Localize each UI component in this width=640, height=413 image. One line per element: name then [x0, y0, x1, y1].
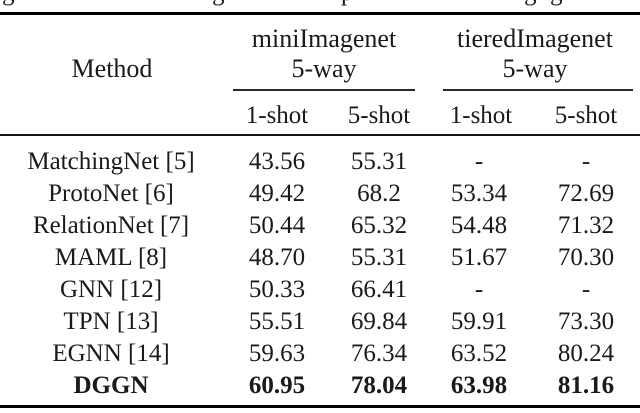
value-cell: 55.51: [248, 308, 306, 335]
column-header-tiered-1shot: 1-shot: [449, 102, 513, 129]
caption-glyph-fragment: g: [212, 0, 225, 5]
value-cell: 60.95: [248, 372, 306, 399]
caption-glyph-fragment: p: [341, 0, 354, 5]
value-cell: 80.24: [557, 340, 615, 367]
value-cell: 70.30: [557, 244, 615, 271]
caption-glyph-fragment: g: [550, 0, 563, 5]
table-top-rule: [0, 12, 640, 15]
method-cell: MatchingNet [5]: [27, 148, 195, 175]
value-cell: 50.33: [248, 276, 306, 303]
caption-glyph-fragment: g: [524, 0, 537, 5]
method-cell: GNN [12]: [59, 276, 163, 303]
value-cell: 59.63: [248, 340, 306, 367]
table-row: DGGN 60.95 78.04 63.98 81.16: [0, 370, 640, 402]
column-header-mini-1shot: 1-shot: [245, 102, 309, 129]
cmidrule-tieredimagenet: [443, 89, 633, 91]
value-cell: 48.70: [248, 244, 306, 271]
table-row: RelationNet [7] 50.44 65.32 54.48 71.32: [0, 210, 640, 242]
value-cell: -: [581, 148, 591, 175]
value-cell: -: [474, 276, 484, 303]
table-row: MatchingNet [5] 43.56 55.31 - -: [0, 146, 640, 178]
method-cell: TPN [13]: [63, 308, 159, 335]
value-cell: 51.67: [450, 244, 508, 271]
group-header-miniimagenet: miniImagenet: [251, 24, 397, 53]
table-mid-rule: [0, 134, 640, 136]
value-cell: 53.34: [450, 180, 508, 207]
value-cell: -: [474, 148, 484, 175]
value-cell: 73.30: [557, 308, 615, 335]
value-cell: 65.32: [350, 212, 408, 239]
value-cell: 71.32: [557, 212, 615, 239]
value-cell: -: [581, 276, 591, 303]
column-header-method: Method: [71, 54, 153, 83]
value-cell: 78.04: [350, 372, 408, 399]
value-cell: 49.42: [248, 180, 306, 207]
group-subheader-tieredimagenet-5way: 5-way: [502, 54, 568, 83]
method-cell: DGGN: [73, 372, 149, 399]
group-header-tieredimagenet: tieredImagenet: [457, 24, 613, 53]
table-row: GNN [12] 50.33 66.41 - -: [0, 274, 640, 306]
value-cell: 55.31: [350, 244, 408, 271]
value-cell: 63.98: [450, 372, 508, 399]
caption-glyph-fragment: g: [2, 0, 15, 5]
value-cell: 54.48: [450, 212, 508, 239]
table-row: TPN [13] 55.51 69.84 59.91 73.30: [0, 306, 640, 338]
cmidrule-miniimagenet: [233, 89, 415, 91]
method-cell: RelationNet [7]: [32, 212, 190, 239]
value-cell: 43.56: [248, 148, 306, 175]
table-row: EGNN [14] 59.63 76.34 63.52 80.24: [0, 338, 640, 370]
method-cell: ProtoNet [6]: [48, 180, 174, 207]
value-cell: 63.52: [450, 340, 508, 367]
value-cell: 68.2: [357, 180, 401, 207]
method-cell: EGNN [14]: [52, 340, 170, 367]
method-cell: MAML [8]: [54, 244, 168, 271]
value-cell: 81.16: [557, 372, 615, 399]
column-header-tiered-5shot: 5-shot: [554, 102, 618, 129]
value-cell: 66.41: [350, 276, 408, 303]
table-bottom-rule: [0, 405, 640, 408]
results-table: MatchingNet [5] 43.56 55.31 - - ProtoNet [6] 4…: [0, 146, 640, 402]
group-subheader-miniimagenet-5way: 5-way: [291, 54, 357, 83]
column-header-mini-5shot: 5-shot: [347, 102, 411, 129]
table-row: MAML [8] 48.70 55.31 51.67 70.30: [0, 242, 640, 274]
table-row: ProtoNet [6] 49.42 68.2 53.34 72.69: [0, 178, 640, 210]
value-cell: 59.91: [450, 308, 508, 335]
value-cell: 69.84: [350, 308, 408, 335]
value-cell: 76.34: [350, 340, 408, 367]
value-cell: 50.44: [248, 212, 306, 239]
value-cell: 72.69: [557, 180, 615, 207]
value-cell: 55.31: [350, 148, 408, 175]
